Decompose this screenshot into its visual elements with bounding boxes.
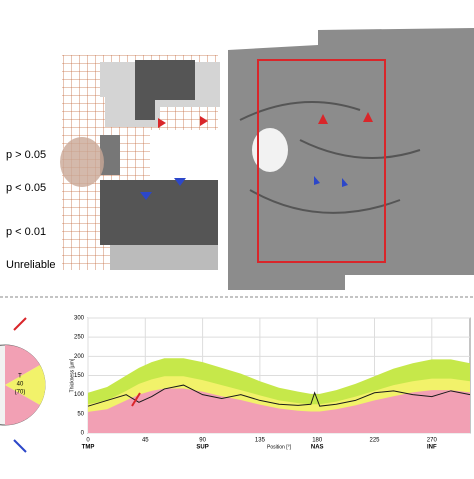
y-tick-label: 150 <box>74 373 85 379</box>
x-tick-label: 45 <box>142 438 149 444</box>
x-tick-label: 90 <box>199 438 206 444</box>
sector-label: T <box>18 374 22 380</box>
x-sector-label: TMP <box>82 445 95 451</box>
x-axis-label: Position [°] <box>267 444 292 450</box>
sector-normal: (70) <box>15 390 26 396</box>
thickness-line <box>87 384 471 407</box>
fundus-image <box>228 28 474 290</box>
y-axis-label: Thickness [µm] <box>69 358 75 392</box>
legend-label: Unreliable <box>6 259 56 271</box>
y-tick-label: 100 <box>74 392 85 398</box>
thickness-chart: 0 50 100 150 200 250 300 0 45 90 135 180 225 270 TMP SU… <box>69 316 471 451</box>
sector-circle <box>0 317 46 453</box>
legend-label: p < 0.01 <box>6 226 46 238</box>
x-sector-label: SUP <box>196 445 208 451</box>
sector-value: 40 <box>17 382 24 388</box>
y-tick-label: 300 <box>74 316 85 322</box>
x-sector-label: INF <box>427 445 437 451</box>
y-tick-label: 0 <box>81 431 85 437</box>
x-tick-label: 270 <box>427 438 438 444</box>
x-tick-label: 135 <box>255 438 266 444</box>
legend-label: p > 0.05 <box>6 149 46 161</box>
y-tick-label: 200 <box>74 354 85 360</box>
x-tick-label: 0 <box>86 438 90 444</box>
legend-label: p < 0.05 <box>6 182 46 194</box>
x-tick-label: 180 <box>312 438 323 444</box>
deviation-map <box>60 55 220 270</box>
y-tick-label: 250 <box>74 335 85 341</box>
y-tick-label: 50 <box>77 411 84 417</box>
x-sector-label: NAS <box>311 445 324 451</box>
band-area <box>88 388 470 433</box>
arrow <box>131 392 141 407</box>
x-tick-label: 225 <box>369 438 380 444</box>
